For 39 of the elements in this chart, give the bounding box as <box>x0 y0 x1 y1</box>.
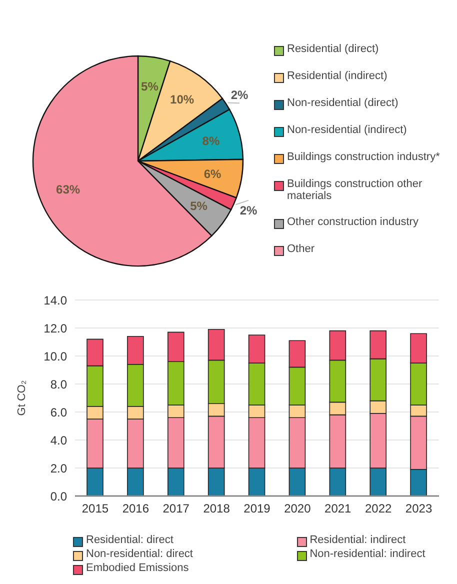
data-label: 2% <box>240 203 258 218</box>
legend-label: Residential: indirect <box>310 534 406 546</box>
data-label: 8% <box>202 134 220 148</box>
x-tick-label: 2018 <box>203 502 230 516</box>
data-label: 10% <box>170 92 194 107</box>
y-tick-label: 10.0 <box>44 349 68 364</box>
data-label: 5% <box>190 199 208 214</box>
legend-label: Embodied Emissions <box>86 562 189 574</box>
y-tick-label: 14.0 <box>44 293 68 308</box>
legend-label: Non-residential: direct <box>86 548 193 560</box>
x-tick-label: 2016 <box>122 502 150 516</box>
legend-label: Non-residential (indirect) <box>287 124 407 136</box>
y-tick-label: 2.0 <box>50 461 68 476</box>
y-tick-label: 0.0 <box>50 489 68 504</box>
legend-label: Residential (indirect) <box>287 70 388 82</box>
x-tick-label: 2023 <box>405 502 432 516</box>
legend-label: Non-residential: indirect <box>310 548 426 560</box>
x-tick-label: 2017 <box>162 502 190 516</box>
legend-label: Non-residential (direct) <box>287 96 398 108</box>
legend-label: Residential: direct <box>86 534 174 546</box>
y-tick-label: 4.0 <box>50 433 68 448</box>
legend-label: Other <box>287 242 315 254</box>
y-tick-label: 6.0 <box>50 405 68 420</box>
legend-label: Buildings construction industry* <box>287 150 440 162</box>
x-tick-label: 2021 <box>324 502 352 516</box>
data-label: 6% <box>204 166 222 181</box>
y-tick-label: 8.0 <box>50 377 68 392</box>
legend-label: Other construction industry <box>287 216 418 228</box>
data-label: 63% <box>56 182 80 197</box>
data-label: 2% <box>230 88 249 102</box>
x-tick-label: 2019 <box>244 502 271 516</box>
legend-label: Buildings construction other materials <box>287 178 424 202</box>
y-tick-label: 12.0 <box>44 321 68 336</box>
data-label: 5% <box>141 79 159 94</box>
x-tick-label: 2015 <box>82 502 109 516</box>
y-axis-title: Gt CO₂ <box>16 380 28 416</box>
x-tick-label: 2022 <box>364 502 392 516</box>
legend-label: Residential (direct) <box>287 42 379 54</box>
x-tick-label: 2020 <box>284 502 312 516</box>
